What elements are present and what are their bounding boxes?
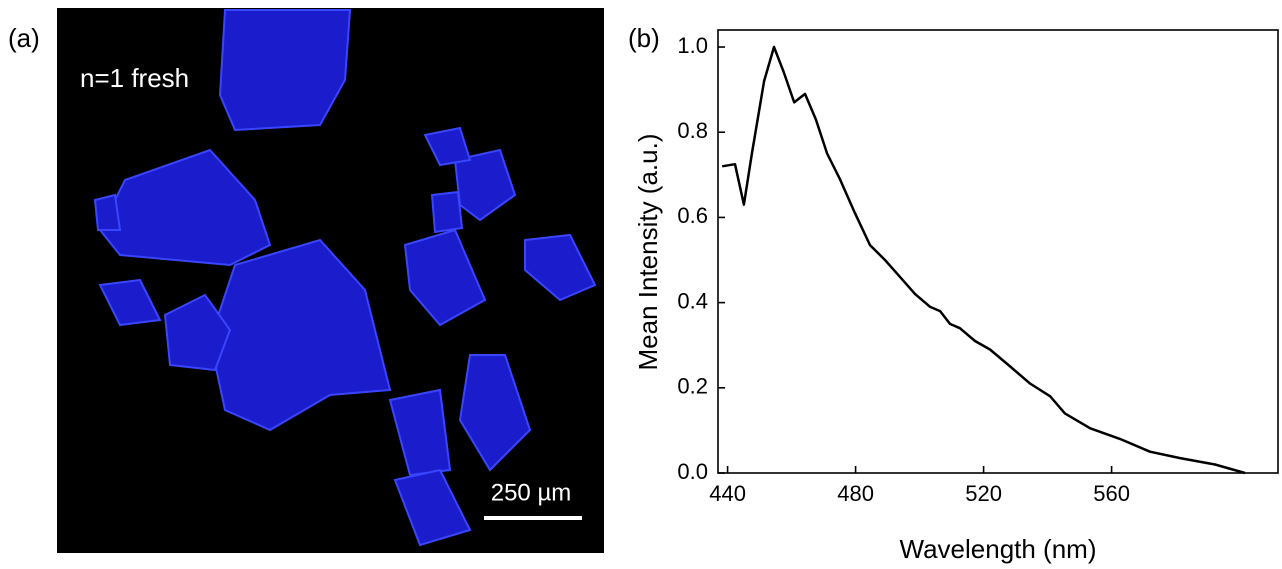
crystals [93,9,597,547]
plot-frame [717,29,1279,474]
y-axis-label: Mean Intensity (a.u.) [633,134,663,371]
x-tick-label: 440 [709,481,746,506]
y-tick-label: 0.4 [677,288,708,313]
x-axis-label: Wavelength (nm) [900,534,1097,564]
y-tick-label: 0.0 [677,459,708,484]
y-tick-label: 1.0 [677,33,708,58]
y-tick-label: 0.8 [677,118,708,143]
micrograph: n=1 fresh 250 µm [57,8,604,553]
x-tick-label: 520 [965,481,1002,506]
annotation: n=1 fresh [80,63,189,93]
panel-label: (b) [628,23,660,53]
y-tick-label: 0.6 [677,203,708,228]
data-line [721,45,1246,475]
x-tick-label: 480 [837,481,874,506]
scale-bar-label: 250 µm [491,479,572,506]
panel-label: (a) [8,23,40,53]
y-tick-label: 0.2 [677,374,708,399]
x-tick-label: 560 [1093,481,1130,506]
